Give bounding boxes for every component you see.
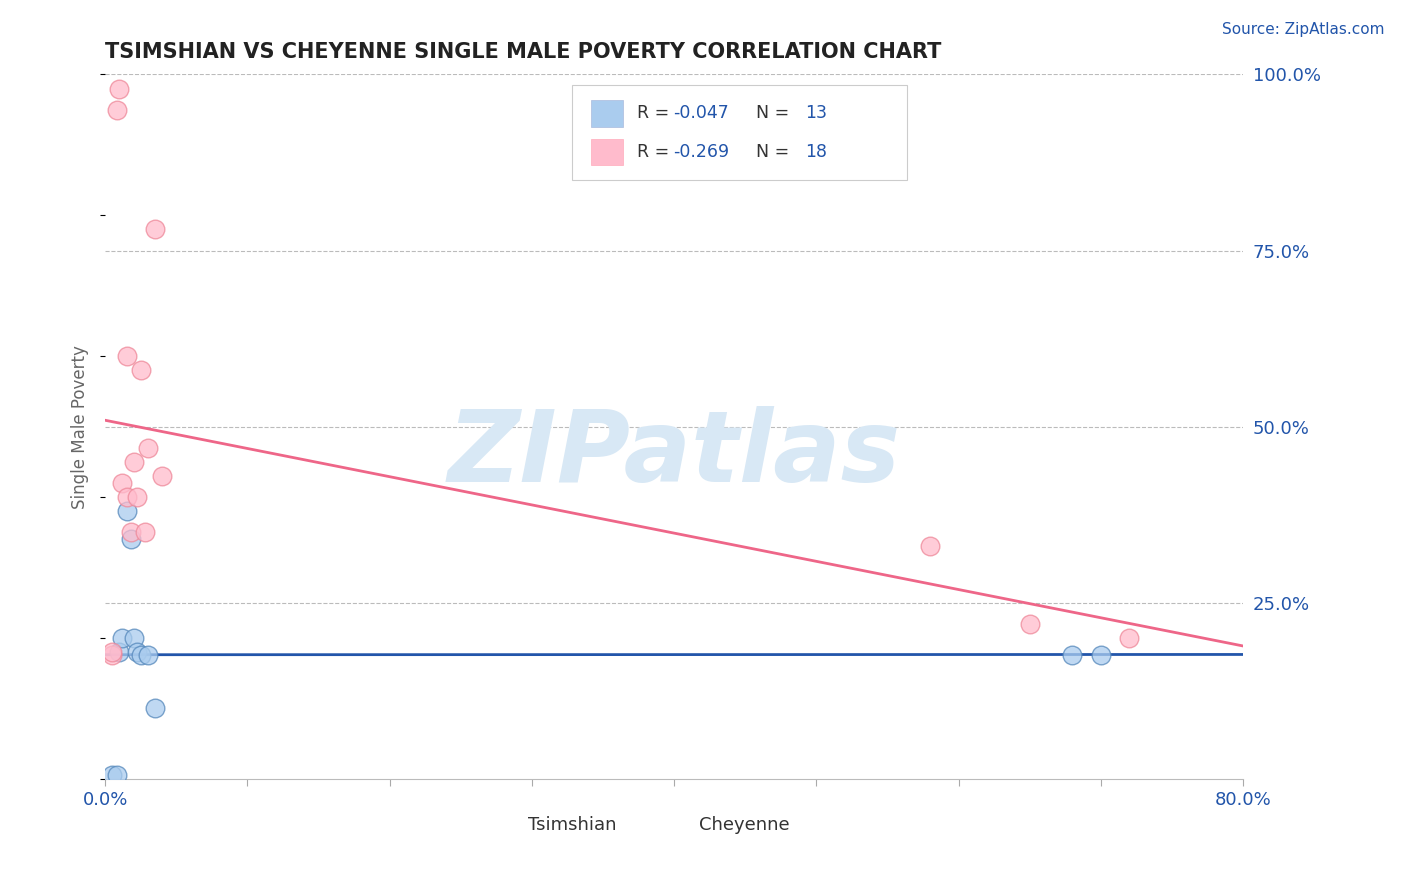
Point xyxy=(101,768,124,782)
Text: TSIMSHIAN VS CHEYENNE SINGLE MALE POVERTY CORRELATION CHART: TSIMSHIAN VS CHEYENNE SINGLE MALE POVERT… xyxy=(105,42,942,62)
Point xyxy=(125,645,148,659)
Point xyxy=(101,645,124,659)
Point xyxy=(1062,648,1084,663)
Point xyxy=(115,504,138,518)
Point xyxy=(1018,616,1040,631)
Point xyxy=(115,490,138,504)
Text: -0.047: -0.047 xyxy=(673,104,728,122)
Point xyxy=(136,441,159,455)
Text: 18: 18 xyxy=(806,143,827,161)
Point xyxy=(920,539,942,553)
Point xyxy=(111,631,134,645)
Point xyxy=(111,475,134,490)
Point xyxy=(122,631,145,645)
Text: Cheyenne: Cheyenne xyxy=(699,815,790,833)
Point xyxy=(115,349,138,363)
FancyBboxPatch shape xyxy=(572,85,907,180)
Text: ZIPatlas: ZIPatlas xyxy=(447,406,901,503)
FancyBboxPatch shape xyxy=(591,138,623,165)
Point xyxy=(150,469,173,483)
Text: N =: N = xyxy=(745,143,794,161)
FancyBboxPatch shape xyxy=(492,814,517,834)
Point xyxy=(143,701,166,715)
Point xyxy=(129,363,152,377)
Text: -0.269: -0.269 xyxy=(673,143,730,161)
Text: R =: R = xyxy=(637,143,675,161)
Y-axis label: Single Male Poverty: Single Male Poverty xyxy=(72,344,89,508)
Point xyxy=(125,490,148,504)
Point xyxy=(105,103,128,117)
Text: Tsimshian: Tsimshian xyxy=(529,815,617,833)
FancyBboxPatch shape xyxy=(662,814,688,834)
Point xyxy=(120,525,142,540)
Point xyxy=(108,645,131,659)
Point xyxy=(136,648,159,663)
Text: 13: 13 xyxy=(806,104,827,122)
Point xyxy=(122,455,145,469)
Point xyxy=(1118,631,1140,645)
Point xyxy=(143,222,166,236)
Point xyxy=(120,533,142,547)
Text: R =: R = xyxy=(637,104,675,122)
Point xyxy=(134,525,156,540)
Text: Source: ZipAtlas.com: Source: ZipAtlas.com xyxy=(1222,22,1385,37)
Point xyxy=(129,648,152,663)
Point xyxy=(1090,648,1112,663)
Text: N =: N = xyxy=(745,104,794,122)
FancyBboxPatch shape xyxy=(591,100,623,127)
Point xyxy=(105,768,128,782)
Point xyxy=(108,81,131,95)
Point xyxy=(101,648,124,663)
